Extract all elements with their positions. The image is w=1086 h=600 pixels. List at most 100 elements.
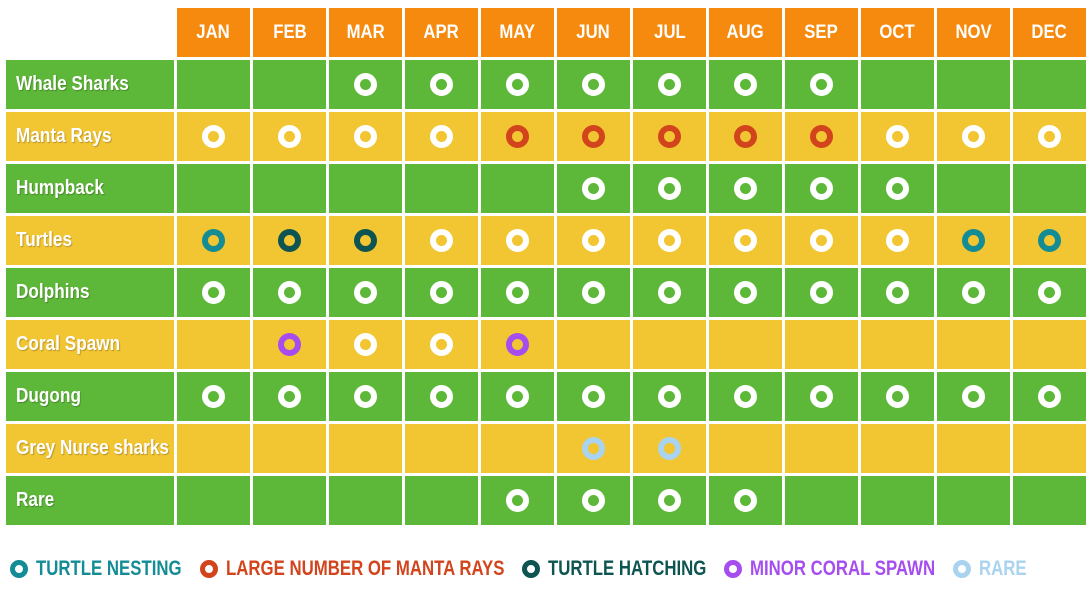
month-cell bbox=[937, 216, 1010, 265]
month-cell bbox=[1013, 320, 1086, 369]
sighting-dot-icon bbox=[810, 281, 833, 304]
sighting-dot-icon bbox=[430, 125, 453, 148]
row-label: Dolphins bbox=[6, 268, 174, 317]
month-header: MAY bbox=[481, 8, 554, 57]
month-cell bbox=[253, 60, 326, 109]
sighting-dot-icon bbox=[202, 281, 225, 304]
month-cell bbox=[1013, 372, 1086, 421]
row-label-text: Rare bbox=[16, 489, 55, 511]
manta-dot-icon bbox=[506, 125, 529, 148]
legend-item: LARGE NUMBER OF MANTA RAYS bbox=[199, 557, 504, 581]
legend-label: MINOR CORAL SPAWN bbox=[750, 557, 936, 580]
sighting-dot-icon bbox=[962, 281, 985, 304]
coral-dot-icon bbox=[278, 333, 301, 356]
month-cell bbox=[785, 424, 858, 473]
sighting-dot-icon bbox=[1038, 385, 1061, 408]
month-cell bbox=[861, 164, 934, 213]
month-cell bbox=[1013, 268, 1086, 317]
grid-corner bbox=[6, 8, 174, 57]
month-cell bbox=[329, 268, 402, 317]
month-cell bbox=[177, 216, 250, 265]
month-header: JUN bbox=[557, 8, 630, 57]
coral-dot-icon bbox=[724, 560, 743, 578]
coral-dot-icon bbox=[506, 333, 529, 356]
sighting-dot-icon bbox=[582, 73, 605, 96]
month-cell bbox=[329, 372, 402, 421]
month-label: JUL bbox=[653, 21, 686, 44]
month-cell bbox=[177, 164, 250, 213]
month-cell bbox=[253, 372, 326, 421]
manta-dot-icon bbox=[734, 125, 757, 148]
sighting-dot-icon bbox=[354, 281, 377, 304]
month-cell bbox=[177, 424, 250, 473]
month-cell bbox=[177, 372, 250, 421]
legend-item: TURTLE NESTING bbox=[10, 557, 182, 581]
row-label-text: Humpback bbox=[16, 177, 104, 199]
month-label: JAN bbox=[196, 21, 231, 44]
month-cell bbox=[329, 216, 402, 265]
sighting-dot-icon bbox=[354, 333, 377, 356]
month-cell bbox=[557, 112, 630, 161]
turtle-hatching-dot-icon bbox=[278, 229, 301, 252]
month-label: MAY bbox=[499, 21, 536, 44]
month-label: DEC bbox=[1031, 21, 1068, 44]
month-cell bbox=[785, 268, 858, 317]
row-label: Turtles bbox=[6, 216, 174, 265]
month-cell bbox=[405, 320, 478, 369]
month-cell bbox=[253, 216, 326, 265]
month-cell bbox=[785, 112, 858, 161]
month-cell bbox=[329, 112, 402, 161]
month-cell bbox=[557, 424, 630, 473]
month-cell bbox=[633, 320, 706, 369]
sighting-dot-icon bbox=[658, 229, 681, 252]
sighting-dot-icon bbox=[734, 229, 757, 252]
month-cell bbox=[861, 424, 934, 473]
month-header: APR bbox=[405, 8, 478, 57]
month-cell bbox=[481, 320, 554, 369]
sighting-dot-icon bbox=[962, 385, 985, 408]
legend: TURTLE NESTING LARGE NUMBER OF MANTA RAYS… bbox=[10, 552, 1045, 586]
month-header: OCT bbox=[861, 8, 934, 57]
row-label: Coral Spawn bbox=[6, 320, 174, 369]
month-cell bbox=[481, 372, 554, 421]
sighting-dot-icon bbox=[734, 177, 757, 200]
month-cell bbox=[937, 112, 1010, 161]
sighting-dot-icon bbox=[506, 73, 529, 96]
sighting-dot-icon bbox=[278, 125, 301, 148]
month-cell bbox=[1013, 60, 1086, 109]
legend-item: RARE bbox=[953, 557, 1027, 581]
month-header: DEC bbox=[1013, 8, 1086, 57]
sighting-dot-icon bbox=[278, 385, 301, 408]
sighting-dot-icon bbox=[506, 385, 529, 408]
month-cell bbox=[937, 476, 1010, 525]
month-cell bbox=[633, 112, 706, 161]
sighting-dot-icon bbox=[506, 229, 529, 252]
month-cell bbox=[177, 112, 250, 161]
month-cell bbox=[405, 424, 478, 473]
sighting-dot-icon bbox=[202, 385, 225, 408]
month-cell bbox=[329, 320, 402, 369]
sighting-dot-icon bbox=[202, 125, 225, 148]
month-header: JUL bbox=[633, 8, 706, 57]
month-cell bbox=[785, 320, 858, 369]
month-cell bbox=[405, 372, 478, 421]
month-header: SEP bbox=[785, 8, 858, 57]
month-cell bbox=[709, 268, 782, 317]
month-cell bbox=[709, 216, 782, 265]
sighting-dot-icon bbox=[506, 281, 529, 304]
month-cell bbox=[785, 216, 858, 265]
month-cell bbox=[177, 268, 250, 317]
month-cell bbox=[177, 60, 250, 109]
turtle-nesting-dot-icon bbox=[1038, 229, 1061, 252]
sighting-dot-icon bbox=[734, 489, 757, 512]
month-cell bbox=[709, 476, 782, 525]
month-cell bbox=[253, 320, 326, 369]
legend-label: TURTLE HATCHING bbox=[548, 557, 707, 580]
month-cell bbox=[937, 424, 1010, 473]
month-label: AUG bbox=[726, 21, 765, 44]
month-label: OCT bbox=[879, 21, 916, 44]
month-cell bbox=[937, 164, 1010, 213]
month-cell bbox=[709, 60, 782, 109]
sighting-dot-icon bbox=[278, 281, 301, 304]
manta-dot-icon bbox=[582, 125, 605, 148]
